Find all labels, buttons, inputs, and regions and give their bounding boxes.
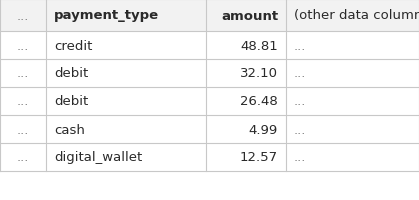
- Text: payment_type: payment_type: [54, 9, 159, 22]
- Text: ...: ...: [294, 123, 306, 136]
- Text: ...: ...: [294, 151, 306, 164]
- Text: (other data columns ...): (other data columns ...): [294, 9, 419, 22]
- Text: 26.48: 26.48: [240, 95, 278, 108]
- Text: ...: ...: [17, 151, 29, 164]
- Bar: [0, 60, 419, 88]
- Text: digital_wallet: digital_wallet: [54, 151, 142, 164]
- Text: 12.57: 12.57: [240, 151, 278, 164]
- Text: ...: ...: [17, 9, 29, 22]
- Text: credit: credit: [54, 39, 92, 52]
- Text: debit: debit: [54, 95, 88, 108]
- Bar: [0, 115, 419, 143]
- Text: ...: ...: [17, 67, 29, 80]
- Text: debit: debit: [54, 67, 88, 80]
- Bar: [0, 0, 419, 32]
- Bar: [0, 32, 419, 60]
- Text: 4.99: 4.99: [249, 123, 278, 136]
- Text: 32.10: 32.10: [240, 67, 278, 80]
- Text: ...: ...: [294, 39, 306, 52]
- Text: 48.81: 48.81: [240, 39, 278, 52]
- Text: ...: ...: [17, 39, 29, 52]
- Bar: [0, 143, 419, 171]
- Text: amount: amount: [221, 9, 278, 22]
- Text: ...: ...: [17, 95, 29, 108]
- Text: cash: cash: [54, 123, 85, 136]
- Text: ...: ...: [294, 95, 306, 108]
- Text: ...: ...: [17, 123, 29, 136]
- Text: ...: ...: [294, 67, 306, 80]
- Bar: [0, 88, 419, 115]
